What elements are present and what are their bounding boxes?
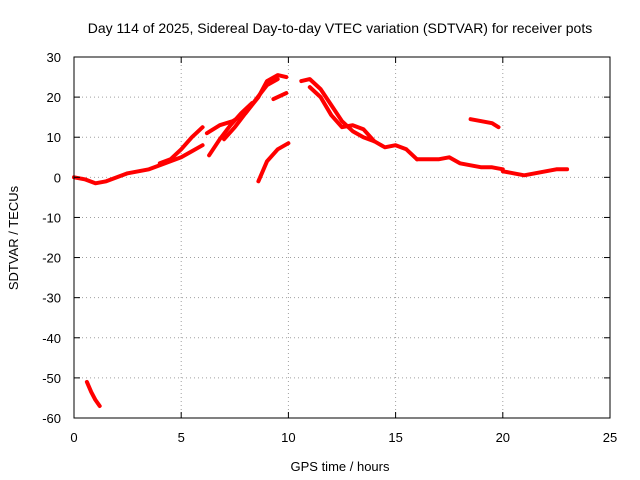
x-tick-label: 15 — [388, 430, 402, 445]
x-tick-label: 5 — [178, 430, 185, 445]
chart-title: Day 114 of 2025, Sidereal Day-to-day VTE… — [88, 20, 592, 36]
series-segment-b — [157, 125, 205, 166]
y-tick-label: -30 — [42, 291, 61, 306]
series-segment-h — [299, 77, 419, 162]
x-tick-label: 10 — [281, 430, 295, 445]
y-tick-label: 10 — [47, 130, 61, 145]
y-axis-label: SDTVAR / TECUs — [6, 185, 21, 290]
series-segment-l — [500, 167, 570, 178]
y-tick-label: 20 — [47, 90, 61, 105]
series-segment-j — [415, 155, 505, 172]
series-segment-k — [468, 117, 501, 130]
plot-frame — [73, 56, 611, 419]
y-tick-label: 30 — [47, 50, 61, 65]
series-layer — [72, 73, 570, 408]
series-segment-i — [307, 85, 377, 144]
series-segment-e — [222, 77, 280, 142]
y-tick-label: -10 — [42, 210, 61, 225]
y-tick-label: -60 — [42, 411, 61, 426]
series-segment-g — [256, 141, 291, 184]
series-segment-a — [72, 143, 205, 186]
y-tick-label: 0 — [54, 170, 61, 185]
series-segment-d — [204, 73, 289, 136]
series-segment-f — [271, 91, 289, 102]
x-tick-label: 25 — [603, 430, 617, 445]
x-axis-label: GPS time / hours — [291, 459, 390, 474]
x-tick-label: 20 — [496, 430, 510, 445]
x-tick-label: 0 — [70, 430, 77, 445]
series-segment-c — [207, 101, 254, 158]
y-tick-label: -20 — [42, 251, 61, 266]
y-tick-label: -50 — [42, 371, 61, 386]
y-tick-label: -40 — [42, 331, 61, 346]
series-segment-m — [84, 379, 102, 408]
grid — [74, 57, 610, 418]
ticks: 0 5 10 15 20 25 30 20 10 0 -10 -20 -30 -40 -50 -60 — [42, 50, 617, 445]
